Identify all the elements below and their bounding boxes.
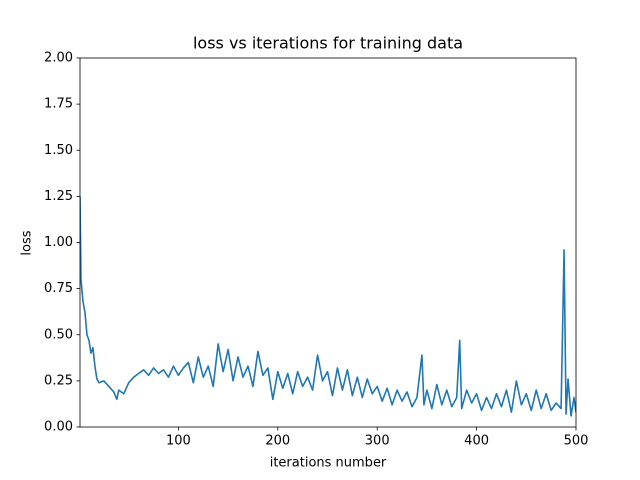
x-tick-label: 300 bbox=[365, 434, 390, 449]
y-tick-label: 0.00 bbox=[44, 420, 73, 435]
y-tick-label: 2.00 bbox=[44, 51, 73, 66]
x-tick-label: 200 bbox=[265, 434, 290, 449]
y-tick-label: 0.25 bbox=[44, 373, 73, 388]
x-axis-label: iterations number bbox=[270, 456, 387, 471]
y-tick-label: 0.50 bbox=[44, 327, 73, 342]
y-tick-label: 1.00 bbox=[44, 235, 73, 250]
y-axis-label: loss bbox=[20, 230, 35, 255]
chart-title: loss vs iterations for training data bbox=[193, 34, 463, 53]
y-tick-label: 0.75 bbox=[44, 281, 73, 296]
x-tick-label: 500 bbox=[564, 434, 589, 449]
loss-line bbox=[80, 196, 576, 417]
y-tick-label: 1.25 bbox=[44, 189, 73, 204]
plot-frame bbox=[79, 57, 577, 428]
y-tick-label: 1.50 bbox=[44, 143, 73, 158]
y-tick-label: 1.75 bbox=[44, 97, 73, 112]
x-tick-label: 400 bbox=[464, 434, 489, 449]
x-tick-label: 100 bbox=[166, 434, 191, 449]
